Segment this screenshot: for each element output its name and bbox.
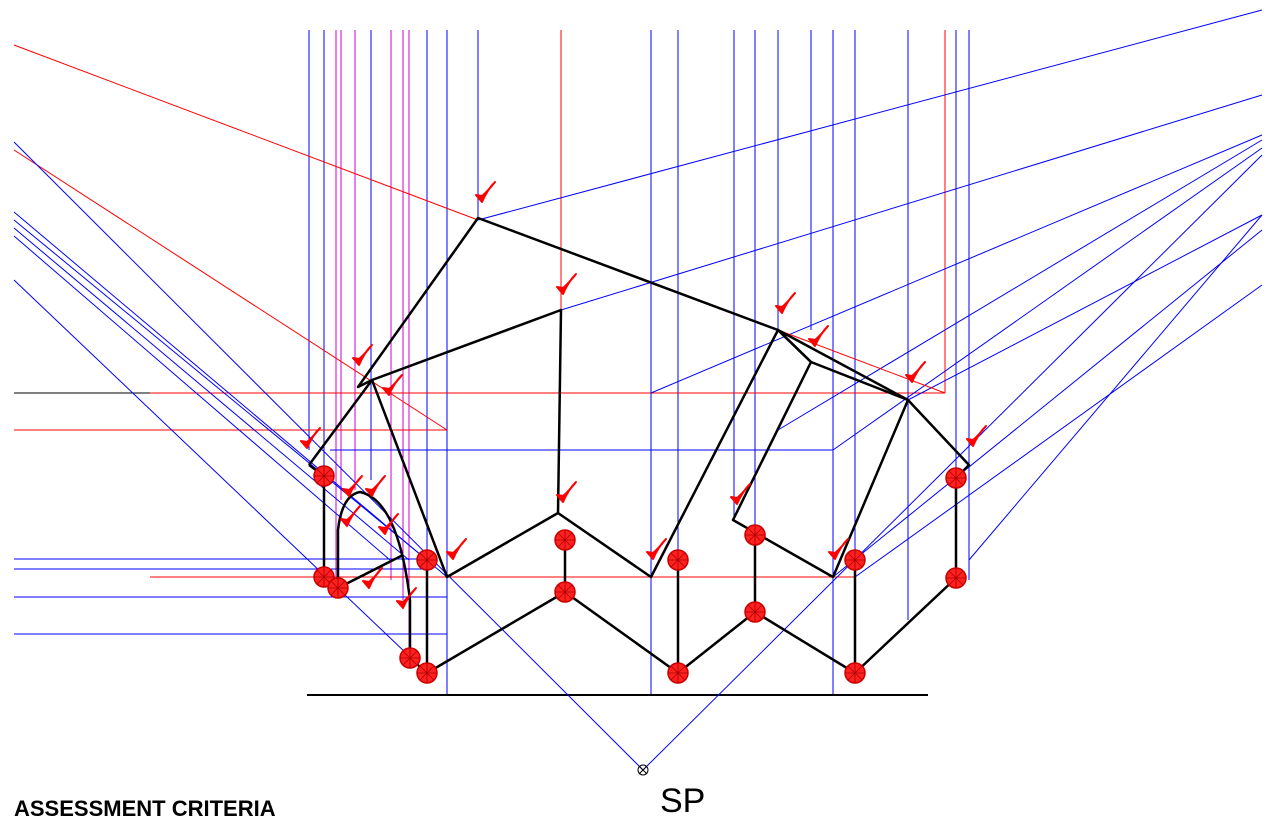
right-receding-lines [477, 9, 1263, 771]
station-point-label: SP [660, 782, 706, 820]
vertical-measuring-lines [560, 30, 946, 393]
vertical-projector-lines [308, 30, 970, 695]
horizontal-lines [14, 392, 945, 635]
dot-markers [313, 465, 967, 684]
tick-marks [300, 181, 987, 609]
left-receding-lines [13, 44, 644, 771]
assessment-criteria-heading: ASSESSMENT CRITERIA [14, 796, 276, 821]
station-point-icon [637, 764, 649, 776]
